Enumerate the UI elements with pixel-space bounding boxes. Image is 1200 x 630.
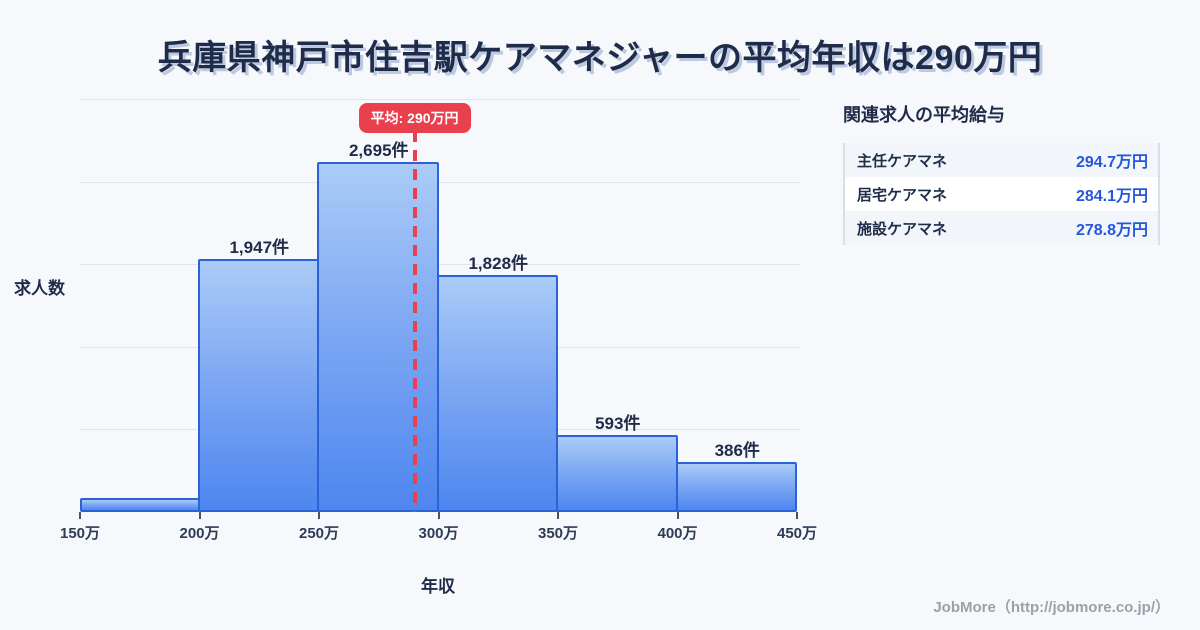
job-salary-value: 284.1万円 (1075, 188, 1148, 205)
x-axis-tick (796, 512, 798, 519)
bar-count-label: 1,947件 (229, 238, 290, 258)
gridline (80, 181, 800, 183)
x-axis-tick-label: 250万 (298, 525, 340, 542)
histogram-bar (675, 461, 797, 512)
average-salary-line (412, 131, 417, 512)
bar-count-label: 593件 (595, 413, 641, 433)
related-jobs-heading: 関連求人の平均給与 (843, 105, 1005, 125)
job-type-label: 主任ケアマネ (857, 152, 948, 170)
x-axis-tick-label: 450万 (776, 525, 818, 542)
x-axis-tick (318, 512, 320, 519)
gridline (80, 264, 800, 266)
x-axis-tick (198, 512, 201, 519)
x-axis-tick-label: 300万 (418, 525, 459, 542)
bar-count-label: 386件 (714, 440, 760, 460)
x-axis-tick-label: 350万 (537, 525, 579, 542)
x-axis-tick-label: 150万 (59, 525, 101, 542)
x-axis-tick (557, 512, 559, 519)
x-axis-tick-label: 200万 (179, 525, 220, 542)
bar-count-label: 2,695件 (348, 140, 409, 160)
table-row: 施設ケアマネ 278.8万円 (845, 211, 1158, 245)
table-row: 居宅ケアマネ 284.1万円 (845, 177, 1158, 211)
job-type-label: 施設ケアマネ (857, 220, 948, 238)
histogram-bar (436, 274, 558, 512)
job-salary-value: 278.8万円 (1075, 222, 1148, 239)
related-jobs-table: 主任ケアマネ 294.7万円 居宅ケアマネ 284.1万円 施設ケアマネ 278… (843, 143, 1160, 245)
gridline (80, 99, 800, 100)
x-axis-tick-label: 400万 (657, 525, 698, 542)
x-axis-label: 年収 (421, 577, 455, 596)
histogram-bar (80, 497, 200, 512)
source-credit: JobMore（http://jobmore.co.jp/） (933, 599, 1170, 616)
bar-count-label: 1,828件 (468, 253, 529, 273)
histogram-bar (317, 161, 439, 512)
y-axis-label: 求人数 (14, 279, 65, 298)
x-axis-tick (437, 512, 440, 519)
job-salary-value: 294.7万円 (1075, 154, 1148, 171)
average-salary-badge: 平均: 290万円 (358, 103, 471, 133)
x-axis-tick (676, 512, 679, 519)
page-title: 兵庫県神戸市住吉駅ケアマネジャーの平均年収は290万円 (157, 39, 1043, 77)
table-row: 主任ケアマネ 294.7万円 (845, 143, 1158, 177)
histogram-bar (197, 259, 319, 512)
job-type-label: 居宅ケアマネ (857, 186, 948, 204)
histogram-bar (556, 434, 678, 512)
x-axis-tick (79, 512, 81, 519)
